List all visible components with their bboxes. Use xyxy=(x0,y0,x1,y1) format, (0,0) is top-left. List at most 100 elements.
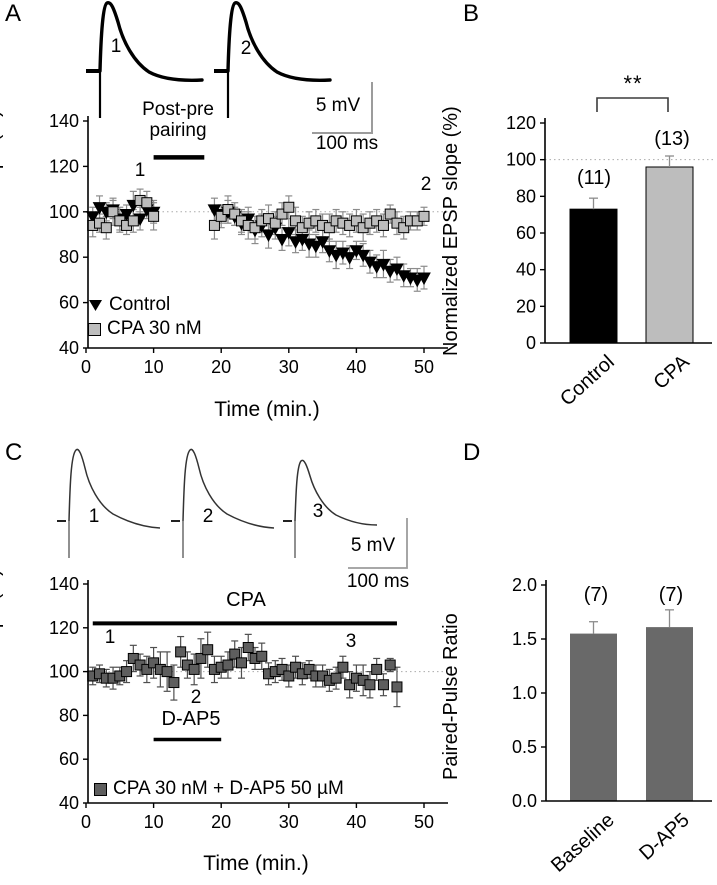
panel-a-letter: A xyxy=(5,0,22,27)
data-point-triangle xyxy=(356,249,371,263)
data-point-square xyxy=(107,206,119,218)
data-point-square xyxy=(377,679,389,691)
data-point-square xyxy=(195,652,207,664)
panel-c-point-label-1: 1 xyxy=(104,627,116,648)
y-tick-label: 2.0 xyxy=(512,575,537,595)
y-tick-label: 140 xyxy=(49,111,79,131)
data-point-square xyxy=(398,222,410,234)
data-point-square xyxy=(202,644,214,656)
data-point-square xyxy=(337,661,349,673)
epsp-traces-panel-a xyxy=(86,1,373,134)
panel-d-y-axis-label: Paired-Pulse Ratio xyxy=(440,613,462,780)
data-point-square xyxy=(222,659,234,671)
x-tick-label: 40 xyxy=(346,357,366,377)
y-tick-label: 40 xyxy=(59,793,79,813)
square-marker-icon xyxy=(88,322,101,336)
x-tick-label: 30 xyxy=(279,357,299,377)
panel-c-inset-trace-3-label: 3 xyxy=(312,501,324,522)
panel-a-y-axis-label: Normalized EPSP slope (%) xyxy=(0,110,4,360)
panel-c-point-label-2: 2 xyxy=(190,687,202,708)
data-point-square xyxy=(269,217,281,229)
data-point-square xyxy=(249,222,261,234)
epsp-trace xyxy=(68,448,161,529)
data-point-square xyxy=(141,197,153,209)
data-point-square xyxy=(276,208,288,220)
panel-c-inset-trace-1-label: 1 xyxy=(88,506,100,527)
data-point-square xyxy=(256,650,268,662)
panel-b-n-label-cpa: (13) xyxy=(654,128,690,150)
panel-d-n-label-dap5: (7) xyxy=(658,584,684,606)
scatter-plot-panel-a: 40 60 80 100 120 140 0 10 20 30 40 50 xyxy=(49,111,452,377)
y-tick-label: 0.5 xyxy=(512,737,537,757)
data-point-triangle xyxy=(281,227,296,240)
data-point-square xyxy=(242,642,254,654)
data-point-square xyxy=(229,648,241,660)
data-point-triangle xyxy=(261,229,276,242)
y-tick-label: 80 xyxy=(59,247,79,267)
data-point-square xyxy=(377,219,389,231)
data-point-square xyxy=(121,666,133,678)
y-tick-label: 40 xyxy=(516,260,536,280)
bar-plot-panel-b: 0 20 40 60 80 100 120 xyxy=(506,97,716,353)
x-tick-label: 20 xyxy=(211,812,231,832)
panel-c-scalebar-voltage-label: 5 mV xyxy=(350,535,396,556)
x-tick-label: 0 xyxy=(81,357,91,377)
y-tick-label: 20 xyxy=(516,296,536,316)
data-point-square xyxy=(127,215,139,227)
data-point-square xyxy=(208,219,220,231)
data-point-square xyxy=(290,215,302,227)
data-point-square xyxy=(161,666,173,678)
legend-label-control: Control xyxy=(109,294,171,315)
data-point-square xyxy=(371,663,383,675)
data-point-triangle xyxy=(342,252,357,265)
dark-square-marker-icon xyxy=(94,782,107,796)
panel-b-y-axis-label: Normalized EPSP slope (%) xyxy=(440,106,462,356)
panel-a-point-label-1: 1 xyxy=(134,160,146,181)
epsp-trace-2 xyxy=(171,448,275,558)
data-point-triangle xyxy=(376,258,391,272)
data-point-square xyxy=(235,657,247,669)
epsp-trace-1 xyxy=(86,1,204,118)
panel-a-scalebar-time-label: 100 ms xyxy=(315,133,379,154)
data-point-square xyxy=(364,679,376,691)
legend-label-cpa-dap5: CPA 30 nM + D-AP5 50 µM xyxy=(113,778,344,799)
panel-a-scalebar-voltage-label: 5 mV xyxy=(315,95,361,116)
significance-stars: ** xyxy=(623,71,643,96)
data-point-square xyxy=(188,663,200,675)
epsp-trace-1 xyxy=(57,448,161,558)
y-tick-label: 120 xyxy=(49,618,79,638)
x-tick-label: 50 xyxy=(414,357,434,377)
x-tick-label: 40 xyxy=(346,812,366,832)
y-tick-label: 1.5 xyxy=(512,629,537,649)
data-point-square xyxy=(283,201,295,213)
epsp-trace xyxy=(98,1,204,82)
y-tick-label: 60 xyxy=(59,293,79,313)
panel-d-letter: D xyxy=(463,439,481,466)
legend-entry-control: Control xyxy=(88,294,202,316)
y-tick-label: 140 xyxy=(49,574,79,594)
epsp-trace-3 xyxy=(283,459,378,558)
pairing-annotation: Post-pre pairing xyxy=(142,99,214,141)
y-tick-label: 80 xyxy=(59,705,79,725)
data-point-triangle xyxy=(119,208,134,222)
data-point-square xyxy=(148,657,160,669)
scale-bar xyxy=(312,82,373,134)
panel-a-x-axis-label: Time (min.) xyxy=(214,398,320,421)
scatter-plot-panel-c: 40 60 80 100 120 140 0 10 20 30 40 50 xyxy=(49,574,452,832)
y-tick-label: 1.0 xyxy=(512,683,537,703)
panel-c-point-label-3: 3 xyxy=(345,631,357,652)
y-tick-label: 40 xyxy=(59,338,79,358)
data-point-square xyxy=(168,677,180,689)
y-tick-label: 100 xyxy=(49,202,79,222)
y-tick-label: 100 xyxy=(506,150,536,170)
y-tick-label: 120 xyxy=(506,113,536,133)
panel-c-legend: CPA 30 nM + D-AP5 50 µM xyxy=(94,778,344,800)
data-point-square xyxy=(391,681,403,693)
epsp-trace xyxy=(226,1,332,82)
data-point-square xyxy=(330,672,342,684)
data-point-triangle xyxy=(390,263,404,276)
scale-bar xyxy=(348,518,408,569)
panel-d-n-label-baseline: (7) xyxy=(583,584,609,606)
